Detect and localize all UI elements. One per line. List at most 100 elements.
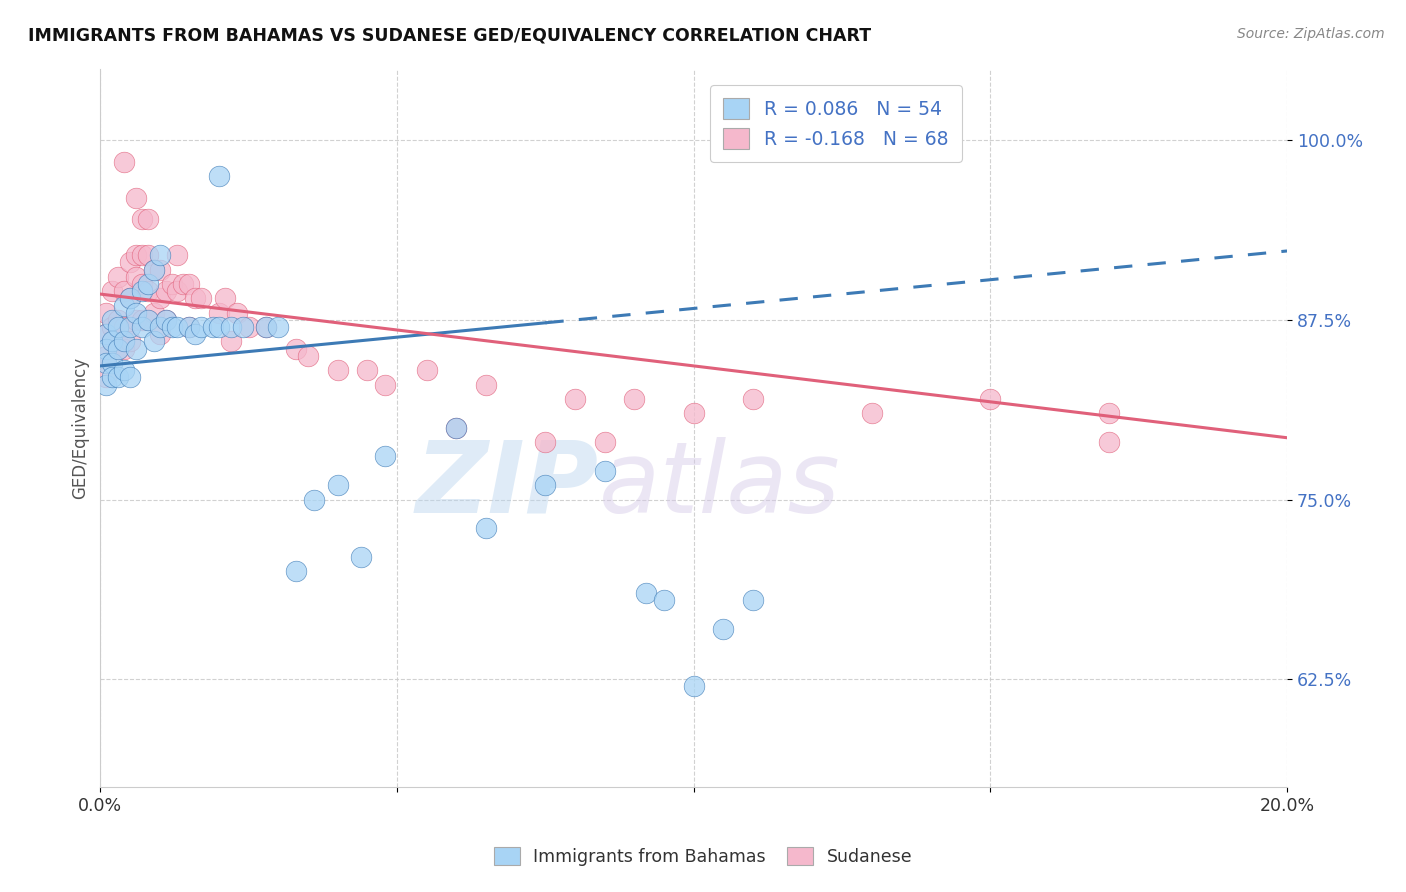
Point <box>232 320 254 334</box>
Point <box>125 313 148 327</box>
Point <box>101 284 124 298</box>
Point <box>297 349 319 363</box>
Point <box>96 327 118 342</box>
Point <box>593 435 616 450</box>
Point <box>166 320 188 334</box>
Point <box>112 284 135 298</box>
Point <box>202 320 225 334</box>
Point <box>179 320 201 334</box>
Point <box>142 334 165 349</box>
Point <box>166 284 188 298</box>
Point <box>125 306 148 320</box>
Point <box>225 306 247 320</box>
Point <box>1098 406 1121 420</box>
Point <box>131 284 153 298</box>
Point <box>179 277 201 291</box>
Point <box>184 292 207 306</box>
Point <box>155 313 177 327</box>
Point <box>326 363 349 377</box>
Point <box>118 370 141 384</box>
Point <box>101 370 124 384</box>
Point <box>446 420 468 434</box>
Point <box>446 420 468 434</box>
Point <box>125 269 148 284</box>
Point <box>326 478 349 492</box>
Point <box>208 320 231 334</box>
Point <box>374 450 396 464</box>
Point <box>96 306 118 320</box>
Point <box>179 320 201 334</box>
Point <box>415 363 437 377</box>
Point <box>107 370 129 384</box>
Point <box>302 492 325 507</box>
Point <box>267 320 290 334</box>
Point <box>125 248 148 262</box>
Point <box>118 320 141 334</box>
Point <box>1098 435 1121 450</box>
Point <box>623 392 645 406</box>
Point <box>155 313 177 327</box>
Point <box>118 292 141 306</box>
Point <box>979 392 1001 406</box>
Point <box>101 320 124 334</box>
Point <box>96 342 118 356</box>
Point <box>149 248 172 262</box>
Point <box>534 435 557 450</box>
Point <box>860 406 883 420</box>
Point <box>155 284 177 298</box>
Point <box>142 262 165 277</box>
Point <box>742 392 765 406</box>
Point <box>136 284 159 298</box>
Point <box>285 565 308 579</box>
Point <box>149 327 172 342</box>
Y-axis label: GED/Equivalency: GED/Equivalency <box>72 357 89 499</box>
Point <box>149 320 172 334</box>
Point <box>136 313 159 327</box>
Point <box>131 313 153 327</box>
Point <box>131 212 153 227</box>
Point <box>214 292 236 306</box>
Point <box>96 349 118 363</box>
Point <box>96 370 118 384</box>
Point <box>131 320 153 334</box>
Point <box>112 363 135 377</box>
Point <box>356 363 378 377</box>
Point <box>742 593 765 607</box>
Point <box>118 255 141 269</box>
Text: ZIP: ZIP <box>416 437 599 533</box>
Point <box>652 593 675 607</box>
Point <box>118 334 141 349</box>
Text: IMMIGRANTS FROM BAHAMAS VS SUDANESE GED/EQUIVALENCY CORRELATION CHART: IMMIGRANTS FROM BAHAMAS VS SUDANESE GED/… <box>28 27 872 45</box>
Point <box>166 248 188 262</box>
Point <box>136 212 159 227</box>
Point <box>350 549 373 564</box>
Point <box>136 277 159 291</box>
Point <box>285 342 308 356</box>
Point <box>636 586 658 600</box>
Point <box>475 377 498 392</box>
Point <box>112 320 135 334</box>
Point <box>219 334 242 349</box>
Point <box>149 292 172 306</box>
Point <box>125 342 148 356</box>
Point <box>101 334 124 349</box>
Point <box>184 327 207 342</box>
Point <box>131 248 153 262</box>
Point <box>101 313 124 327</box>
Point <box>112 342 135 356</box>
Point <box>534 478 557 492</box>
Point <box>682 406 704 420</box>
Point <box>374 377 396 392</box>
Legend: R = 0.086   N = 54, R = -0.168   N = 68: R = 0.086 N = 54, R = -0.168 N = 68 <box>710 85 962 161</box>
Point <box>96 356 118 370</box>
Point <box>208 306 231 320</box>
Point <box>131 277 153 291</box>
Point <box>711 622 734 636</box>
Point <box>96 377 118 392</box>
Point <box>256 320 278 334</box>
Point <box>208 169 231 184</box>
Point <box>142 262 165 277</box>
Point <box>564 392 586 406</box>
Point <box>219 320 242 334</box>
Point <box>149 262 172 277</box>
